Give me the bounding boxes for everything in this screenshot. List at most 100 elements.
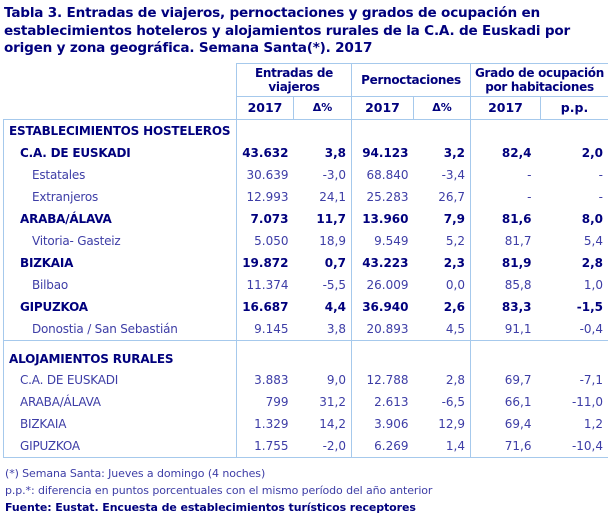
cell-entradas-delta-pct: 14,2 bbox=[294, 413, 352, 435]
row-label: Bilbao bbox=[4, 274, 237, 296]
cell-entradas-2017: 19.872 bbox=[237, 252, 294, 274]
cell-grado-2017: 81,7 bbox=[471, 230, 541, 252]
cell-pernoctaciones-delta-pct: 1,4 bbox=[414, 435, 471, 457]
colgroup-pernoctaciones: Pernoctaciones bbox=[352, 63, 471, 96]
cell-entradas-2017: 9.145 bbox=[237, 318, 294, 340]
row-label: GIPUZKOA bbox=[4, 296, 237, 318]
cell-grado-2017: 81,9 bbox=[471, 252, 541, 274]
table-row: Extranjeros 12.993 24,1 25.283 26,7 - - bbox=[4, 186, 608, 208]
cell-grado-2017: 91,1 bbox=[471, 318, 541, 340]
cell-pernoctaciones-delta-pct: 4,5 bbox=[414, 318, 471, 340]
cell-pernoctaciones-2017: 13.960 bbox=[352, 208, 414, 230]
table-row: GIPUZKOA 1.755 -2,0 6.269 1,4 71,6 -10,4 bbox=[4, 435, 608, 457]
cell-pernoctaciones-delta-pct: 5,2 bbox=[414, 230, 471, 252]
cell-entradas-2017 bbox=[237, 340, 294, 369]
cell-entradas-delta-pct: 0,7 bbox=[294, 252, 352, 274]
cell-grado-pp: 2,8 bbox=[541, 252, 608, 274]
cell-pernoctaciones-2017: 26.009 bbox=[352, 274, 414, 296]
cell-pernoctaciones-delta-pct: -6,5 bbox=[414, 391, 471, 413]
table-row: ESTABLECIMIENTOS HOSTELEROS bbox=[4, 119, 608, 142]
subheader-pernoctaciones-delta-pct: Δ% bbox=[414, 96, 471, 119]
cell-entradas-delta-pct bbox=[294, 119, 352, 142]
cell-grado-pp: 2,0 bbox=[541, 142, 608, 164]
cell-entradas-delta-pct: 11,7 bbox=[294, 208, 352, 230]
cell-entradas-2017: 7.073 bbox=[237, 208, 294, 230]
cell-entradas-2017: 3.883 bbox=[237, 369, 294, 391]
cell-entradas-2017: 11.374 bbox=[237, 274, 294, 296]
cell-pernoctaciones-delta-pct: 2,8 bbox=[414, 369, 471, 391]
row-label: C.A. DE EUSKADI bbox=[4, 369, 237, 391]
subheader-pernoctaciones-2017: 2017 bbox=[352, 96, 414, 119]
footnote-pp-definition: p.p.*: diferencia en puntos porcentuales… bbox=[5, 482, 602, 499]
cell-pernoctaciones-delta-pct: 0,0 bbox=[414, 274, 471, 296]
row-label: C.A. DE EUSKADI bbox=[4, 142, 237, 164]
table-row: ALOJAMIENTOS RURALES bbox=[4, 340, 608, 369]
cell-pernoctaciones-delta-pct: 12,9 bbox=[414, 413, 471, 435]
cell-grado-pp: -1,5 bbox=[541, 296, 608, 318]
cell-grado-pp: 5,4 bbox=[541, 230, 608, 252]
cell-pernoctaciones-delta-pct: 7,9 bbox=[414, 208, 471, 230]
cell-entradas-2017: 799 bbox=[237, 391, 294, 413]
cell-grado-2017: 85,8 bbox=[471, 274, 541, 296]
row-label: GIPUZKOA bbox=[4, 435, 237, 457]
header-corner-empty bbox=[4, 63, 237, 119]
colgroup-entradas-viajeros: Entradas de viajeros bbox=[237, 63, 352, 96]
footnotes: (*) Semana Santa: Jueves a domingo (4 no… bbox=[2, 458, 606, 516]
row-label: ALOJAMIENTOS RURALES bbox=[4, 340, 237, 369]
cell-grado-pp bbox=[541, 119, 608, 142]
cell-grado-pp: -11,0 bbox=[541, 391, 608, 413]
cell-grado-2017: 69,7 bbox=[471, 369, 541, 391]
cell-grado-pp: 8,0 bbox=[541, 208, 608, 230]
cell-grado-2017: 83,3 bbox=[471, 296, 541, 318]
footnote-source: Fuente: Eustat. Encuesta de establecimie… bbox=[5, 499, 602, 516]
table-row: ARABA/ÁLAVA 7.073 11,7 13.960 7,9 81,6 8… bbox=[4, 208, 608, 230]
table-title: Tabla 3. Entradas de viajeros, pernoctac… bbox=[2, 3, 606, 63]
row-label: Extranjeros bbox=[4, 186, 237, 208]
cell-grado-2017: - bbox=[471, 164, 541, 186]
subheader-grado-pp: p.p. bbox=[541, 96, 608, 119]
row-label: ESTABLECIMIENTOS HOSTELEROS bbox=[4, 119, 237, 142]
cell-grado-pp: - bbox=[541, 164, 608, 186]
colgroup-grado-ocupacion: Grado de ocupación por habitaciones bbox=[471, 63, 608, 96]
cell-grado-2017: 66,1 bbox=[471, 391, 541, 413]
cell-pernoctaciones-2017: 68.840 bbox=[352, 164, 414, 186]
table-row: Bilbao 11.374 -5,5 26.009 0,0 85,8 1,0 bbox=[4, 274, 608, 296]
statistics-table: Entradas de viajeros Pernoctaciones Grad… bbox=[3, 63, 608, 458]
cell-grado-2017: - bbox=[471, 186, 541, 208]
cell-grado-2017: 82,4 bbox=[471, 142, 541, 164]
row-label: BIZKAIA bbox=[4, 252, 237, 274]
cell-entradas-2017 bbox=[237, 119, 294, 142]
cell-entradas-delta-pct: 31,2 bbox=[294, 391, 352, 413]
table-header: Entradas de viajeros Pernoctaciones Grad… bbox=[4, 63, 608, 119]
cell-entradas-delta-pct: -5,5 bbox=[294, 274, 352, 296]
table-row: C.A. DE EUSKADI 3.883 9,0 12.788 2,8 69,… bbox=[4, 369, 608, 391]
cell-entradas-delta-pct: 4,4 bbox=[294, 296, 352, 318]
cell-grado-2017 bbox=[471, 119, 541, 142]
cell-entradas-delta-pct: 3,8 bbox=[294, 318, 352, 340]
cell-entradas-delta-pct: 24,1 bbox=[294, 186, 352, 208]
cell-pernoctaciones-2017: 3.906 bbox=[352, 413, 414, 435]
cell-entradas-2017: 5.050 bbox=[237, 230, 294, 252]
table-row: GIPUZKOA 16.687 4,4 36.940 2,6 83,3 -1,5 bbox=[4, 296, 608, 318]
cell-grado-2017: 71,6 bbox=[471, 435, 541, 457]
cell-pernoctaciones-delta-pct bbox=[414, 119, 471, 142]
cell-grado-2017: 69,4 bbox=[471, 413, 541, 435]
row-label: Vitoria- Gasteiz bbox=[4, 230, 237, 252]
cell-grado-pp bbox=[541, 340, 608, 369]
cell-entradas-delta-pct: 3,8 bbox=[294, 142, 352, 164]
cell-entradas-2017: 1.755 bbox=[237, 435, 294, 457]
row-label: Donostia / San Sebastián bbox=[4, 318, 237, 340]
cell-pernoctaciones-2017: 25.283 bbox=[352, 186, 414, 208]
cell-pernoctaciones-2017: 6.269 bbox=[352, 435, 414, 457]
cell-pernoctaciones-delta-pct: -3,4 bbox=[414, 164, 471, 186]
cell-grado-2017 bbox=[471, 340, 541, 369]
cell-grado-pp: -10,4 bbox=[541, 435, 608, 457]
cell-pernoctaciones-2017: 12.788 bbox=[352, 369, 414, 391]
cell-entradas-2017: 12.993 bbox=[237, 186, 294, 208]
subheader-entradas-2017: 2017 bbox=[237, 96, 294, 119]
cell-grado-pp: - bbox=[541, 186, 608, 208]
row-label: ARABA/ÁLAVA bbox=[4, 208, 237, 230]
table-row: Estatales 30.639 -3,0 68.840 -3,4 - - bbox=[4, 164, 608, 186]
cell-entradas-delta-pct bbox=[294, 340, 352, 369]
footnote-semana-santa: (*) Semana Santa: Jueves a domingo (4 no… bbox=[5, 465, 602, 482]
